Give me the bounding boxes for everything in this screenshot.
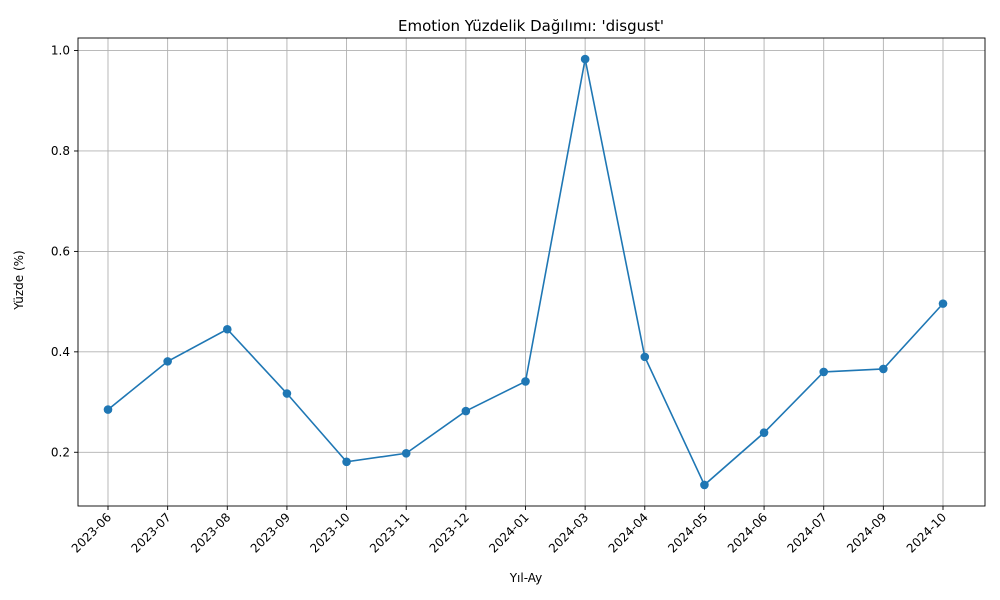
data-point [580, 54, 590, 64]
x-tick-label: 2024-07 [784, 510, 829, 555]
data-point [640, 352, 650, 362]
data-point [521, 377, 530, 386]
data-point [282, 389, 292, 398]
x-tick-label: 2024-10 [904, 510, 949, 555]
data-point [759, 428, 769, 437]
chart-title: Emotion Yüzdelik Dağılımı: 'disgust' [398, 17, 664, 35]
grid [78, 38, 985, 506]
x-tick-label: 2024-09 [844, 510, 889, 555]
x-axis-label: Yıl-Ay [509, 571, 543, 585]
data-point [401, 448, 411, 458]
data-point [879, 364, 888, 374]
data-point [819, 367, 829, 377]
x-tick-label: 2024-03 [546, 510, 591, 555]
x-tick-label: 2024-01 [486, 510, 531, 555]
data-point [342, 457, 351, 467]
x-tick-label: 2024-04 [606, 510, 651, 555]
plot-frame [77, 37, 986, 507]
y-tick-label: 0.4 [51, 345, 70, 359]
x-tick-label: 2023-06 [69, 510, 114, 555]
data-point [700, 480, 709, 490]
y-tick-label: 0.2 [51, 445, 70, 459]
data-point [222, 324, 232, 334]
data-point [938, 299, 948, 308]
x-tick-label: 2023-12 [427, 510, 472, 555]
y-tick-label: 1.0 [51, 44, 70, 58]
x-tick-label: 2023-07 [128, 510, 173, 555]
y-axis-label: Yüzde (%) [12, 250, 26, 310]
y-tick-label: 0.6 [51, 244, 70, 258]
x-tick-label: 2024-06 [725, 510, 770, 555]
x-tick-label: 2024-05 [665, 510, 710, 555]
data-point [163, 357, 172, 366]
x-tick-label: 2023-09 [248, 510, 293, 555]
y-tick-label: 0.8 [51, 144, 70, 158]
data-point [461, 406, 471, 416]
ticks: 2023-06 2023-07 2023-08 2023-09 2023-10 2023-… [51, 44, 949, 556]
x-tick-label: 2023-08 [188, 510, 233, 555]
data-point [103, 405, 113, 414]
x-tick-label: 2023-11 [367, 510, 412, 555]
x-tick-label: 2023-10 [307, 510, 352, 555]
series-layer [103, 54, 948, 490]
